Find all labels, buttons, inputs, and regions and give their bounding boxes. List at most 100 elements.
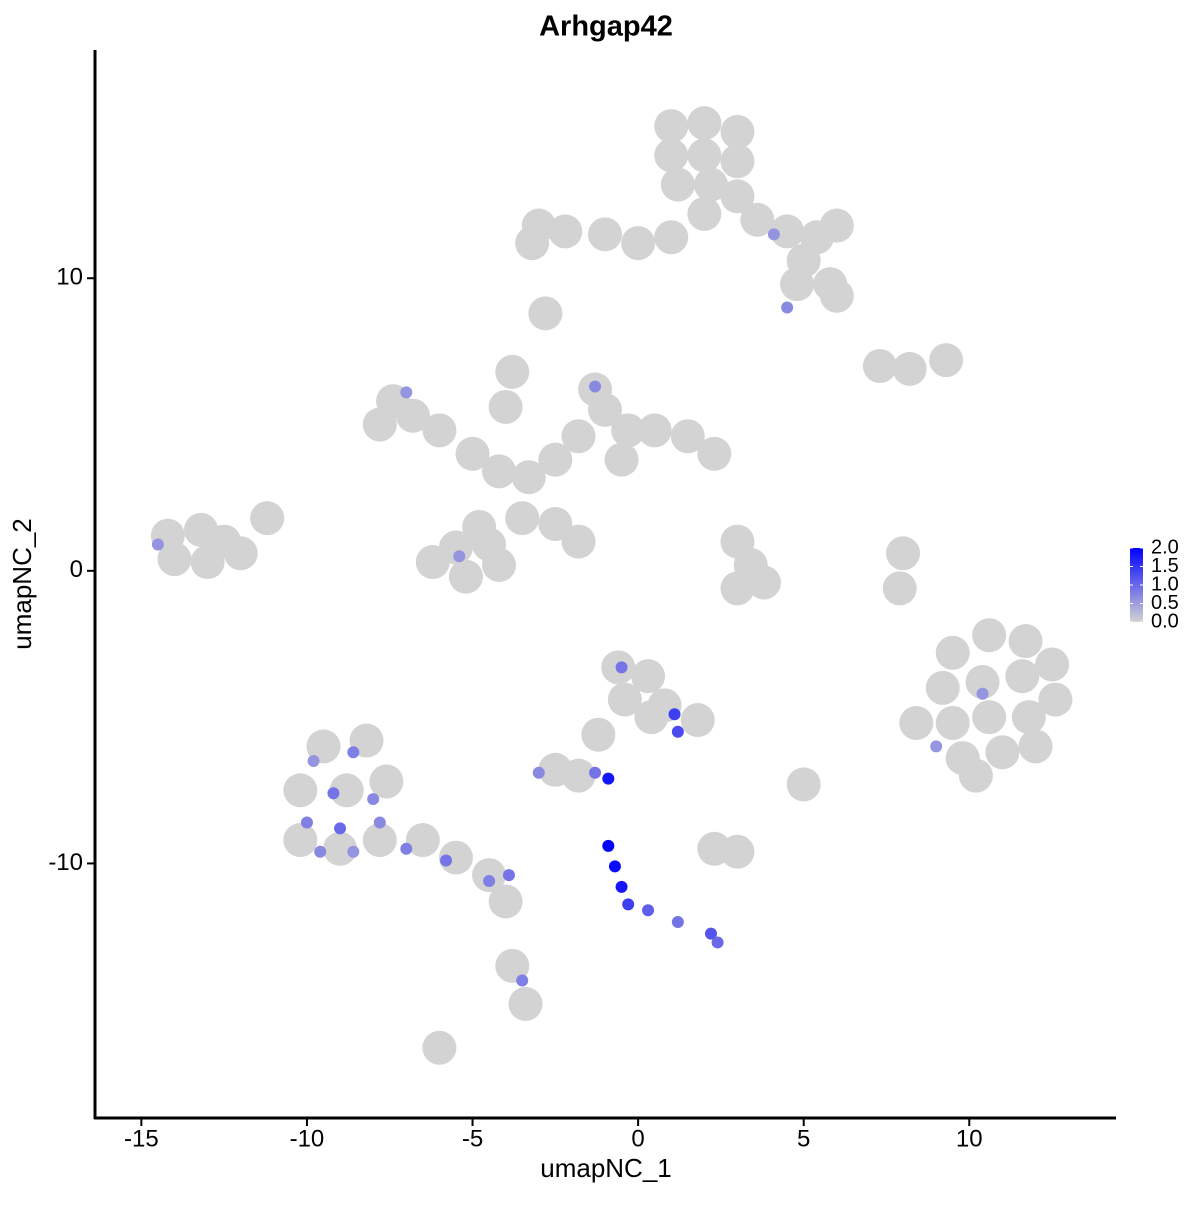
point — [819, 278, 854, 313]
point — [930, 740, 943, 753]
point — [621, 226, 656, 261]
point — [935, 705, 970, 740]
point — [611, 413, 646, 448]
point — [588, 217, 622, 252]
point — [925, 670, 960, 705]
x-tick-label: -15 — [124, 1125, 159, 1152]
point — [660, 167, 695, 202]
point — [687, 106, 722, 141]
point — [223, 536, 258, 571]
point — [528, 296, 563, 331]
colorbar — [1130, 548, 1143, 622]
point — [453, 550, 466, 563]
point — [495, 948, 530, 983]
point — [373, 816, 386, 829]
colorbar-label: 0.0 — [1151, 610, 1179, 632]
point — [589, 380, 602, 393]
x-tick-label: 5 — [797, 1125, 810, 1152]
x-tick-label: -5 — [462, 1125, 483, 1152]
point — [448, 559, 483, 594]
point — [323, 831, 358, 866]
point — [508, 986, 543, 1021]
point — [300, 816, 313, 829]
point — [488, 884, 523, 919]
point — [720, 524, 755, 559]
point — [720, 571, 755, 606]
point — [422, 413, 457, 448]
point — [516, 974, 529, 987]
point — [1018, 729, 1053, 764]
point — [250, 501, 285, 536]
point — [654, 138, 689, 173]
point — [720, 179, 755, 214]
x-tick-label: 10 — [956, 1125, 983, 1152]
point — [687, 138, 722, 173]
point — [862, 349, 897, 384]
point — [711, 936, 724, 949]
point — [886, 536, 921, 571]
y-tick-label: 0 — [70, 556, 83, 583]
point — [488, 389, 523, 424]
colorbar-label: 2.0 — [1151, 536, 1179, 558]
point — [780, 267, 815, 302]
y-axis-title: umapNC_2 — [7, 518, 37, 650]
colorbar-label: 0.5 — [1151, 592, 1179, 614]
point — [720, 144, 755, 179]
point — [1008, 624, 1043, 659]
point — [367, 793, 380, 806]
point — [671, 725, 684, 738]
point — [668, 708, 681, 721]
point — [307, 755, 320, 768]
point — [306, 729, 341, 764]
point — [615, 880, 628, 893]
point — [502, 869, 515, 882]
point — [334, 822, 347, 835]
colorbar-label: 1.0 — [1151, 573, 1179, 595]
point — [505, 501, 540, 536]
point — [720, 114, 755, 149]
point — [602, 839, 615, 852]
point — [1038, 682, 1073, 717]
point — [327, 787, 340, 800]
point — [329, 773, 364, 808]
point — [770, 214, 805, 249]
point — [151, 538, 164, 551]
point — [958, 758, 993, 793]
point — [781, 301, 794, 314]
point — [369, 764, 404, 799]
point — [482, 454, 517, 489]
point — [985, 735, 1020, 770]
point — [786, 767, 821, 802]
point — [680, 703, 715, 738]
point — [1035, 647, 1070, 682]
point — [511, 460, 546, 495]
point — [472, 527, 507, 562]
point — [671, 915, 684, 928]
point — [604, 442, 639, 477]
point — [314, 845, 327, 858]
point — [972, 700, 1007, 735]
point — [1005, 659, 1040, 694]
point — [899, 705, 934, 740]
point — [422, 1030, 457, 1065]
point — [157, 542, 192, 577]
colorbar-label: 1.5 — [1151, 555, 1179, 577]
x-axis-title: umapNC_1 — [540, 1153, 672, 1183]
point — [415, 545, 450, 580]
point — [561, 524, 596, 559]
point — [819, 208, 854, 243]
point — [767, 228, 780, 241]
point — [538, 442, 573, 477]
y-tick-label: -10 — [48, 849, 83, 876]
point — [720, 834, 755, 869]
point — [654, 220, 689, 255]
point — [347, 746, 360, 759]
point — [704, 927, 717, 940]
point — [400, 386, 413, 399]
point — [693, 167, 728, 202]
point — [654, 109, 689, 144]
point — [515, 226, 550, 261]
point — [400, 842, 413, 855]
